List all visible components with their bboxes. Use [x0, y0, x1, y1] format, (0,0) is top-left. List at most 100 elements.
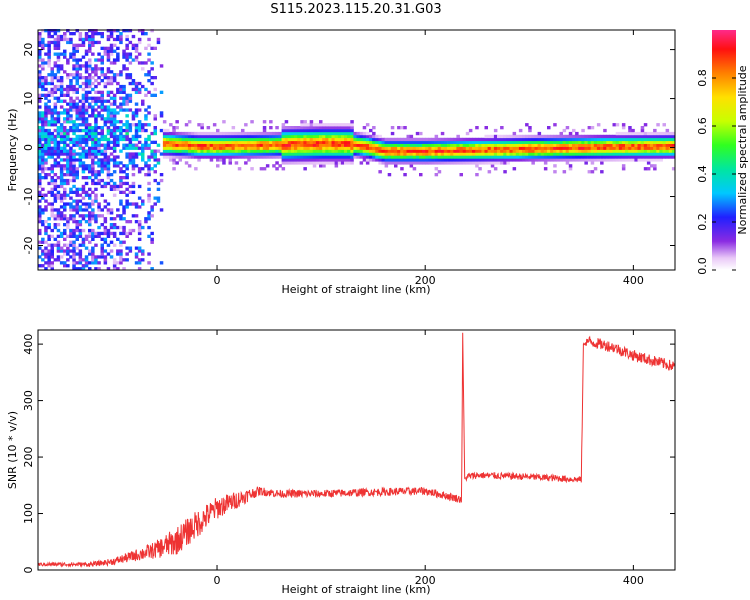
- spectrogram-cell: [144, 46, 148, 50]
- spectrogram-cell: [656, 140, 660, 144]
- spectrogram-cell: [506, 149, 510, 153]
- spectrogram-cell: [234, 137, 239, 142]
- snr-y-label: SNR (10 * v/v): [6, 411, 19, 489]
- spectrogram-cell: [69, 81, 73, 86]
- spectrogram-cell: [269, 146, 273, 150]
- spectrogram-cell: [103, 199, 108, 203]
- spectrogram-cell: [106, 181, 111, 186]
- spectrogram-cell: [234, 143, 239, 147]
- spectrogram-cell: [84, 190, 89, 194]
- spectrogram-cell: [144, 32, 148, 36]
- spectrogram-cell: [72, 99, 76, 103]
- spectrogram-cell: [63, 181, 67, 186]
- spectrogram-cell: [206, 126, 211, 130]
- spectrogram-cell: [181, 155, 186, 159]
- spectrogram-cell: [94, 40, 98, 45]
- spectrogram-cell: [362, 146, 367, 150]
- spectrogram-cell: [525, 155, 529, 159]
- spectrogram-cell: [503, 155, 507, 159]
- spectrogram-cell: [646, 149, 651, 153]
- spectrogram-cell: [328, 134, 332, 139]
- spectrogram-cell: [100, 252, 104, 256]
- spectrogram-cell: [359, 149, 364, 153]
- spectrogram-cell: [137, 261, 142, 265]
- spectrogram-cell: [650, 140, 654, 144]
- spectrogram-cell: [100, 108, 104, 112]
- spectrogram-cell: [97, 173, 101, 177]
- spectrogram-cell: [468, 158, 473, 162]
- spectrogram-cell: [493, 128, 498, 133]
- spectrogram-cell: [100, 231, 104, 236]
- spectrogram-cell: [447, 158, 451, 162]
- spectrogram-cell: [106, 67, 111, 71]
- spectrogram-cell: [290, 143, 295, 147]
- spectrogram-cell: [50, 146, 54, 150]
- spectrogram-cell: [247, 149, 251, 153]
- spectrogram-cell: [137, 108, 142, 112]
- spectrogram-cell: [584, 161, 588, 165]
- spectrogram-cell: [197, 149, 201, 153]
- spectrogram-cell: [487, 143, 492, 147]
- spectrogram-cell: [309, 155, 314, 159]
- spectrogram-cell: [116, 137, 120, 142]
- spectrogram-cell: [150, 81, 154, 86]
- spectrogram-cell: [241, 137, 245, 142]
- spectrogram-cell: [53, 164, 58, 168]
- spectrogram-cell: [66, 161, 70, 165]
- y-tick-label: 20: [22, 43, 35, 57]
- spectrogram-cell: [50, 178, 54, 183]
- spectrogram-cell: [512, 167, 517, 171]
- spectrogram-cell: [294, 140, 298, 144]
- spectrogram-cell: [53, 29, 58, 33]
- spectrogram-cell: [325, 131, 329, 136]
- spectrogram-cell: [162, 143, 167, 147]
- spectrogram-cell: [144, 146, 148, 150]
- spectrogram-cell: [69, 137, 73, 142]
- spectrogram-cell: [112, 128, 117, 133]
- spectrogram-cell: [440, 155, 445, 159]
- spectrogram-cell: [119, 199, 123, 203]
- spectrogram-cell: [325, 128, 329, 133]
- spectrogram-cell: [125, 76, 129, 80]
- spectrogram-cell: [59, 199, 64, 203]
- spectrogram-cell: [412, 155, 417, 159]
- spectrogram-cell: [38, 84, 42, 89]
- spectrogram-cell: [109, 255, 114, 259]
- spectrogram-cell: [169, 140, 173, 144]
- spectrogram-cell: [431, 146, 435, 150]
- spectrogram-cell: [41, 196, 45, 200]
- spectrogram-cell: [109, 225, 114, 230]
- spectrogram-cell: [69, 214, 73, 218]
- spectrogram-cell: [543, 155, 548, 159]
- spectrogram-cell: [91, 178, 95, 183]
- spectrogram-cell: [265, 155, 270, 159]
- spectrogram-cell: [72, 52, 76, 56]
- spectrogram-cell: [53, 102, 58, 106]
- spectrogram-cell: [303, 137, 307, 142]
- spectrogram-cell: [106, 176, 111, 180]
- spectrogram-cell: [184, 152, 189, 156]
- spectrogram-cell: [47, 258, 51, 262]
- spectrogram-cell: [137, 152, 142, 156]
- spectrogram-cell: [443, 149, 448, 153]
- spectrogram-cell: [303, 143, 307, 147]
- spectrogram-cell: [522, 137, 526, 142]
- spectrogram-cell: [53, 237, 58, 241]
- spectrogram-cell: [575, 140, 579, 144]
- spectrogram-cell: [56, 143, 61, 147]
- spectrogram-cell: [453, 152, 457, 156]
- spectrogram-cell: [637, 149, 641, 153]
- spectrogram-cell: [119, 176, 123, 180]
- spectrogram-cell: [665, 134, 670, 139]
- spectrogram-cell: [100, 214, 104, 218]
- spectrogram-cell: [378, 146, 382, 150]
- spectrogram-cell: [387, 137, 392, 142]
- spectrogram-cell: [53, 140, 58, 144]
- spectrogram-cell: [462, 143, 467, 147]
- spectrogram-cell: [128, 152, 133, 156]
- spectrogram-cell: [38, 199, 42, 203]
- spectrogram-cell: [406, 140, 410, 144]
- spectrogram-cell: [88, 249, 92, 253]
- spectrogram-cell: [497, 143, 501, 147]
- spectrogram-cell: [91, 128, 95, 133]
